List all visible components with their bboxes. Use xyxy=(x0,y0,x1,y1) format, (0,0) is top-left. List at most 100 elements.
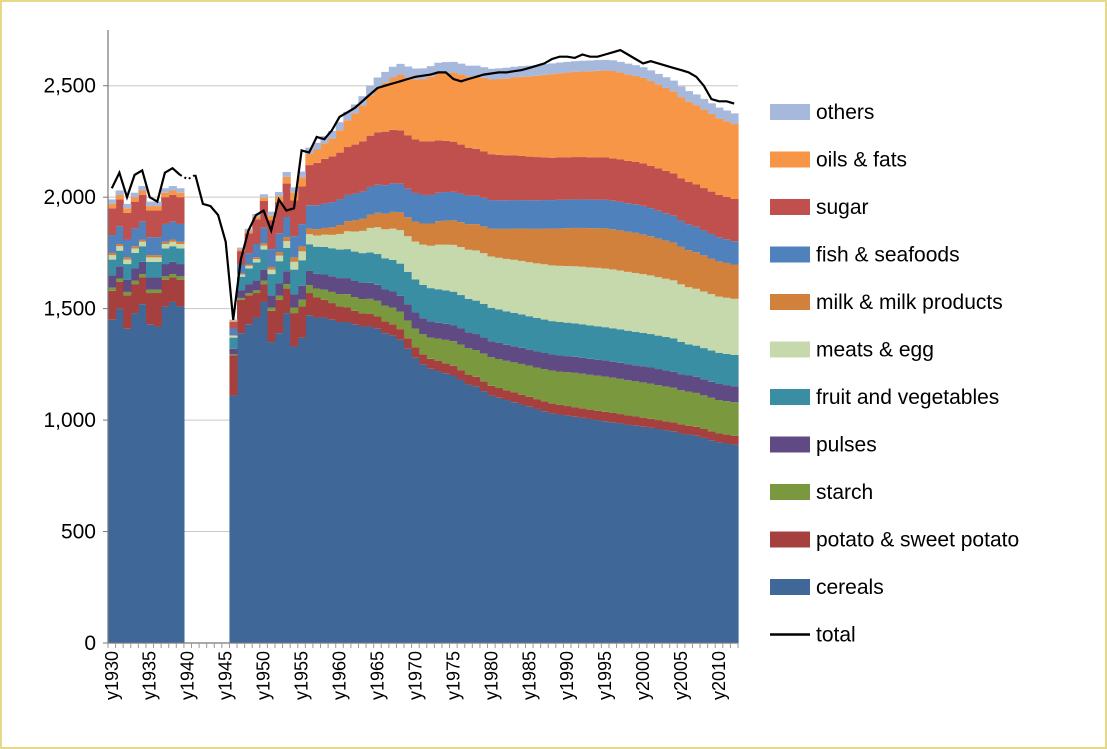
area-segment xyxy=(108,287,117,291)
area-segment xyxy=(145,289,155,294)
area-segment xyxy=(161,197,170,224)
area-segment xyxy=(472,76,481,149)
area-segment xyxy=(115,243,124,247)
area-segment xyxy=(662,77,671,88)
area-segment xyxy=(396,329,405,340)
y-tick-label: 1,000 xyxy=(43,409,96,432)
area-segment xyxy=(229,319,238,321)
area-segment xyxy=(616,270,625,330)
area-segment xyxy=(654,335,663,370)
area-segment xyxy=(502,311,511,345)
area-segment xyxy=(517,155,527,201)
area-segment xyxy=(525,316,534,350)
area-segment xyxy=(366,313,375,327)
area-segment xyxy=(677,97,686,179)
area-segment xyxy=(335,152,344,200)
total-line-group xyxy=(110,48,735,320)
area-segment xyxy=(153,293,162,327)
area-segment xyxy=(548,228,557,266)
area-segment xyxy=(669,215,678,243)
area-segment xyxy=(540,369,549,402)
area-segment xyxy=(328,234,337,249)
area-segment xyxy=(593,420,602,643)
area-segment xyxy=(601,199,610,229)
area-segment xyxy=(593,375,602,411)
area-segment xyxy=(130,192,139,198)
area-segment xyxy=(145,210,155,238)
area-segment xyxy=(601,228,610,269)
area-segment xyxy=(388,307,398,325)
area-segment xyxy=(495,397,504,643)
area-segment xyxy=(130,284,139,314)
area-segment xyxy=(578,199,587,228)
area-segment xyxy=(700,109,709,189)
area-segment xyxy=(517,394,527,405)
area-segment xyxy=(130,280,139,285)
legend-entry: others xyxy=(770,101,874,124)
area-segment xyxy=(479,77,489,152)
area-segment xyxy=(138,261,147,275)
area-segment xyxy=(555,371,565,405)
area-segment xyxy=(282,288,291,314)
area-segment xyxy=(669,338,678,372)
area-segment xyxy=(578,373,587,409)
area-segment xyxy=(616,159,625,202)
area-segment xyxy=(290,313,299,347)
x-tick-label: y1975 xyxy=(443,651,463,700)
area-segment xyxy=(495,200,504,229)
area-segment xyxy=(381,185,390,214)
area-segment xyxy=(252,259,261,263)
area-segment xyxy=(426,337,435,359)
x-tick-label: y1970 xyxy=(405,651,425,700)
area-segment xyxy=(343,231,352,250)
area-segment xyxy=(548,74,557,158)
area-segment xyxy=(297,299,306,307)
area-segment xyxy=(328,138,337,157)
area-segment xyxy=(145,257,155,262)
area-segment xyxy=(631,75,640,162)
area-segment xyxy=(540,157,549,201)
area-segment xyxy=(669,387,678,423)
area-segment xyxy=(457,144,466,194)
area-segment xyxy=(343,221,352,232)
area-segment xyxy=(161,276,170,280)
area-segment xyxy=(358,141,367,192)
area-segment xyxy=(715,400,724,434)
area-segment xyxy=(495,342,504,360)
area-segment xyxy=(700,429,709,438)
area-segment xyxy=(434,140,443,193)
area-segment xyxy=(244,233,253,254)
area-segment xyxy=(631,416,640,426)
area-segment xyxy=(700,437,709,643)
area-segment xyxy=(487,256,496,308)
area-segment xyxy=(115,194,124,200)
area-segment xyxy=(593,228,602,268)
area-segment xyxy=(259,245,268,250)
area-segment xyxy=(312,246,322,274)
area-segment xyxy=(123,279,132,292)
area-segment xyxy=(434,371,443,643)
area-segment xyxy=(684,182,694,225)
area-segment xyxy=(404,135,413,189)
area-segment xyxy=(161,188,170,193)
area-segment xyxy=(684,375,694,392)
area-segment xyxy=(449,72,458,142)
area-segment xyxy=(517,228,527,261)
area-segment xyxy=(654,84,663,169)
area-segment xyxy=(244,284,253,294)
area-segment xyxy=(639,366,648,383)
area-segment xyxy=(138,246,147,262)
area-segment xyxy=(601,421,610,643)
area-segment xyxy=(548,265,557,322)
area-segment xyxy=(426,194,435,224)
area-segment xyxy=(259,227,268,244)
area-segment xyxy=(472,195,481,225)
area-segment xyxy=(229,321,238,329)
area-segment xyxy=(366,326,375,643)
area-segment xyxy=(586,71,595,158)
area-segment xyxy=(343,147,352,195)
area-segment xyxy=(654,73,663,85)
area-segment xyxy=(571,71,580,158)
area-segment xyxy=(722,297,732,354)
area-segment xyxy=(692,184,701,227)
